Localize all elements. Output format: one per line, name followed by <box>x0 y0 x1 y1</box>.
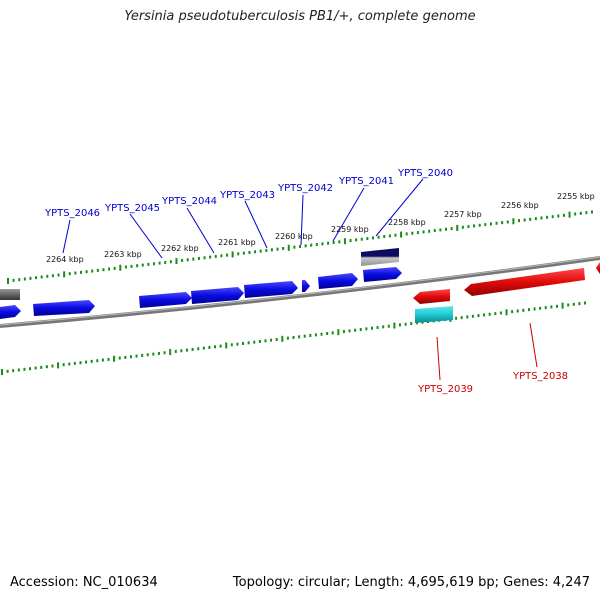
gene-arrow-grey[interactable] <box>0 289 20 300</box>
kbp-label: 2256 kbp <box>501 201 539 210</box>
gene-arrow-red[interactable] <box>464 268 585 296</box>
gene-leader-line <box>436 336 441 381</box>
reverse-genes <box>413 262 600 323</box>
kbp-label: 2261 kbp <box>218 238 256 247</box>
gene-arrow-red[interactable] <box>413 289 450 304</box>
gene-arrow-blue[interactable] <box>302 280 310 292</box>
gene-leader-line <box>62 219 71 254</box>
kbp-label: 2260 kbp <box>275 232 313 241</box>
kbp-label: 2255 kbp <box>557 192 595 201</box>
gene-leader-line <box>186 207 215 254</box>
gene-label[interactable]: YPTS_2046 <box>44 208 100 219</box>
gene-arrow-blue[interactable] <box>139 292 192 308</box>
tick-ring-inner <box>1 301 586 375</box>
gene-leader-line <box>529 322 538 368</box>
gene-leader-line <box>332 187 365 242</box>
gene-arrow-blue[interactable] <box>191 287 244 304</box>
gene-label[interactable]: YPTS_2042 <box>277 183 333 194</box>
gene-label[interactable]: YPTS_2038 <box>512 371 568 382</box>
gene-label[interactable]: YPTS_2040 <box>397 168 453 179</box>
gene-arrow-blue[interactable] <box>318 273 358 289</box>
gene-label[interactable]: YPTS_2039 <box>417 384 473 395</box>
kbp-labels: 2264 kbp 2263 kbp 2262 kbp 2261 kbp 2260 kbp… <box>46 192 595 264</box>
gene-cyan[interactable] <box>415 306 453 323</box>
genome-backbone <box>0 256 600 328</box>
gene-label[interactable]: YPTS_2041 <box>338 176 394 187</box>
kbp-label: 2258 kbp <box>388 218 426 227</box>
forward-gene-labels: YPTS_2046 YPTS_2045YPTS_2044YPTS_2043YPTS… <box>44 168 453 259</box>
reverse-gene-labels: YPTS_2039 YPTS_2038 <box>417 322 568 395</box>
genome-summary-text: Topology: circular; Length: 4,695,619 bp… <box>232 575 590 590</box>
kbp-label: 2264 kbp <box>46 255 84 264</box>
gene-arrow-blue[interactable] <box>33 300 95 316</box>
kbp-label: 2263 kbp <box>104 250 142 259</box>
gene-arrow-blue[interactable] <box>0 305 21 319</box>
gene-leader-line <box>375 178 424 237</box>
gene-leader-line <box>129 213 163 259</box>
kbp-label: 2262 kbp <box>161 244 199 253</box>
accession-text: Accession: NC_010634 <box>10 575 158 590</box>
gene-arrow-blue[interactable] <box>363 267 402 282</box>
kbp-label: 2259 kbp <box>331 225 369 234</box>
gene-leader-line <box>300 194 304 246</box>
gene-arrow-red[interactable] <box>596 262 600 274</box>
kbp-label: 2257 kbp <box>444 210 482 219</box>
tick-ring-outer <box>7 210 593 284</box>
gene-label[interactable]: YPTS_2043 <box>219 190 275 201</box>
gene-label[interactable]: YPTS_2045 <box>104 203 160 214</box>
gene-arrow-blue[interactable] <box>244 281 298 298</box>
gene-dark[interactable] <box>361 248 399 266</box>
genome-backbone-highlight <box>0 256 600 326</box>
forward-genes <box>0 248 402 319</box>
gene-leader-line <box>244 200 268 249</box>
genome-title: Yersinia pseudotuberculosis PB1/+, compl… <box>124 9 476 24</box>
gene-label[interactable]: YPTS_2044 <box>161 196 217 207</box>
